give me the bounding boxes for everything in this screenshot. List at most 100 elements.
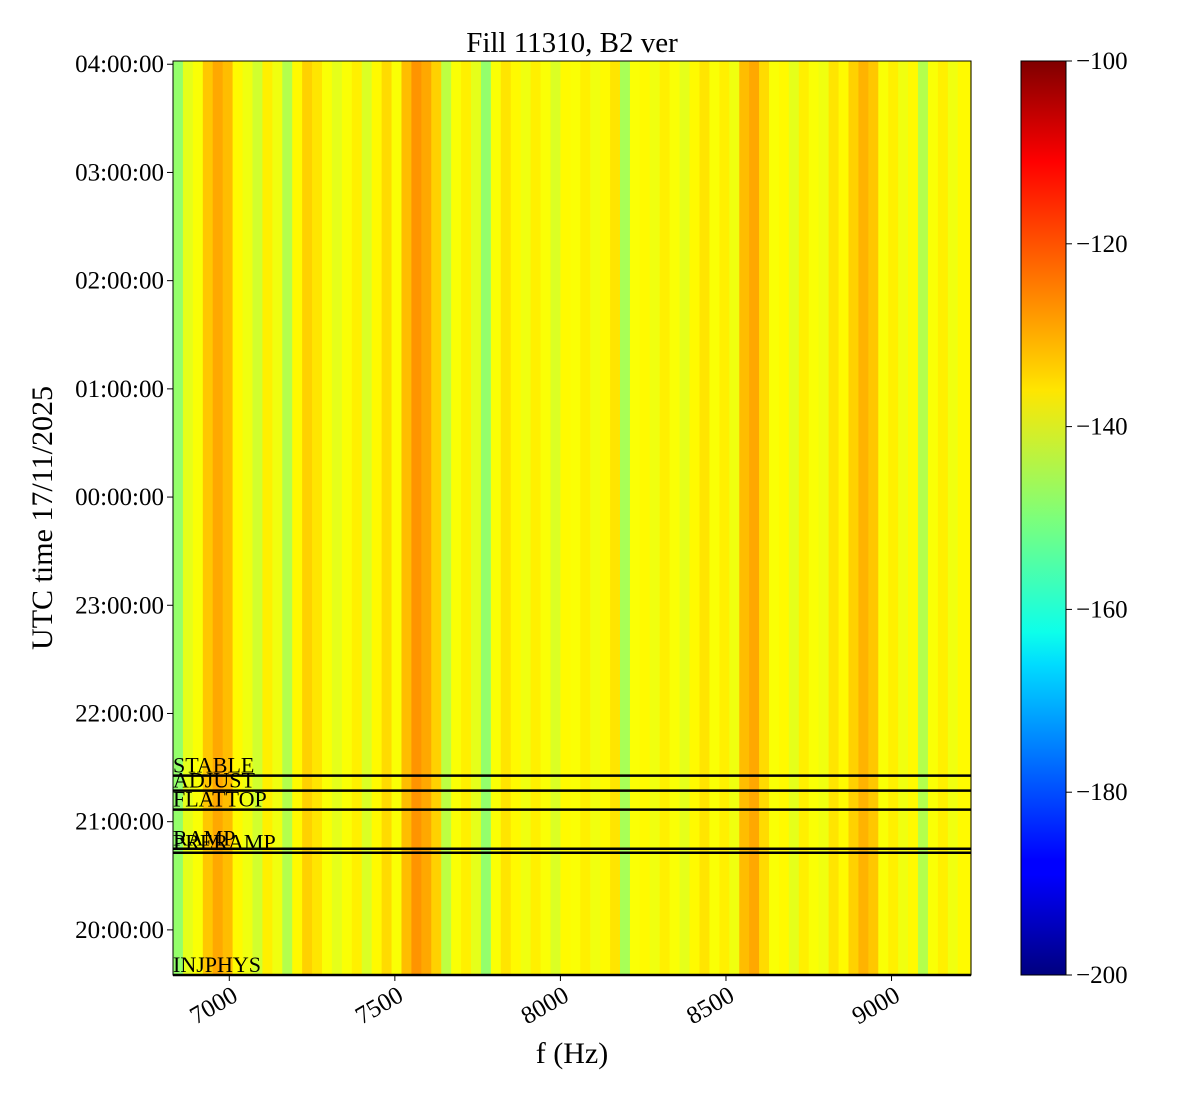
cell: [391, 61, 403, 975]
y-tick-label: 04:00:00: [75, 51, 164, 78]
cell: [818, 61, 830, 975]
colorbar-tick-label: −100: [1076, 48, 1128, 75]
cell: [620, 61, 631, 975]
cell: [679, 61, 691, 975]
cell: [610, 61, 621, 975]
cell: [669, 61, 681, 975]
colorbar-tick-label: −140: [1076, 414, 1128, 441]
cell: [431, 61, 442, 975]
cell: [878, 61, 889, 975]
cell: [639, 61, 651, 975]
x-tick-label: 7000: [185, 982, 242, 1030]
cell: [232, 61, 244, 975]
cell: [769, 61, 780, 975]
colorbar-tick-label: −200: [1076, 962, 1128, 989]
cell: [699, 61, 711, 975]
cell: [341, 61, 353, 975]
y-axis-label: UTC time 17/11/2025: [26, 386, 59, 650]
event-label: FLATTOP: [173, 787, 267, 812]
plot-frame: [172, 60, 972, 976]
cell: [500, 61, 512, 975]
x-tick-label: 8500: [682, 982, 739, 1030]
cell: [838, 61, 850, 975]
cell: [590, 61, 601, 975]
cell: [490, 61, 502, 975]
cell: [272, 61, 283, 975]
cell: [898, 61, 909, 975]
colorbar-tick-label: −160: [1076, 596, 1128, 623]
cell: [480, 61, 492, 975]
cell: [719, 61, 730, 975]
x-tick-label: 9000: [848, 982, 905, 1030]
heatmap: [173, 61, 972, 975]
cell: [749, 61, 760, 975]
cell: [560, 61, 571, 975]
cell: [600, 61, 611, 975]
cell: [908, 61, 919, 975]
cell: [788, 61, 800, 975]
cell: [262, 61, 273, 975]
colorbar-tick-label: −180: [1076, 779, 1128, 806]
cell: [421, 61, 432, 975]
y-tick-label: 01:00:00: [75, 376, 164, 403]
cell: [570, 61, 581, 975]
cell: [629, 61, 641, 975]
cell: [739, 61, 750, 975]
cell: [540, 61, 552, 975]
cell: [461, 61, 472, 975]
cell: [182, 61, 194, 975]
event-label: INJPHYS: [173, 952, 261, 977]
cell: [282, 61, 293, 975]
cell: [371, 61, 383, 975]
y-tick-label: 00:00:00: [75, 484, 164, 511]
cell: [312, 61, 323, 975]
cell: [331, 61, 343, 975]
cell: [888, 61, 899, 975]
cell: [510, 61, 522, 975]
cell: [401, 61, 413, 975]
cell: [798, 61, 810, 975]
event-label: PRERAMP: [173, 830, 276, 855]
cell: [411, 61, 422, 975]
cell: [858, 61, 869, 975]
cell: [202, 61, 214, 975]
cell: [937, 61, 949, 975]
x-tick-label: 7500: [351, 982, 408, 1030]
cell: [302, 61, 313, 975]
cell: [520, 61, 532, 975]
cell: [868, 61, 879, 975]
y-tick-label: 21:00:00: [75, 809, 164, 836]
cell: [530, 61, 542, 975]
event-label: STABLE: [173, 753, 254, 778]
y-tick-label: 20:00:00: [75, 917, 164, 944]
y-tick-label: 22:00:00: [75, 700, 164, 727]
cell: [709, 61, 720, 975]
cell: [689, 61, 701, 975]
cell: [918, 61, 929, 975]
y-tick-label: 23:00:00: [75, 592, 164, 619]
cell: [252, 61, 264, 975]
event-label: ADJUST: [173, 768, 255, 793]
cell: [729, 61, 740, 975]
cell: [451, 61, 462, 975]
cell: [351, 61, 363, 975]
colorbar: [1020, 60, 1067, 976]
y-tick-label: 02:00:00: [75, 268, 164, 295]
cell: [173, 61, 184, 975]
y-tick-label: 03:00:00: [75, 159, 164, 186]
cell: [242, 61, 254, 975]
cell: [471, 61, 482, 975]
chart-title: Fill 11310, B2 ver: [466, 27, 678, 59]
x-tick-label: 8000: [517, 982, 574, 1030]
cell: [381, 61, 393, 975]
cell: [848, 61, 860, 975]
cell: [441, 61, 452, 975]
cell: [957, 61, 972, 975]
colorbar-tick-label: −120: [1076, 231, 1128, 258]
cell: [778, 61, 790, 975]
cell: [759, 61, 770, 975]
cell: [808, 61, 820, 975]
cell: [580, 61, 591, 975]
cell: [927, 61, 939, 975]
